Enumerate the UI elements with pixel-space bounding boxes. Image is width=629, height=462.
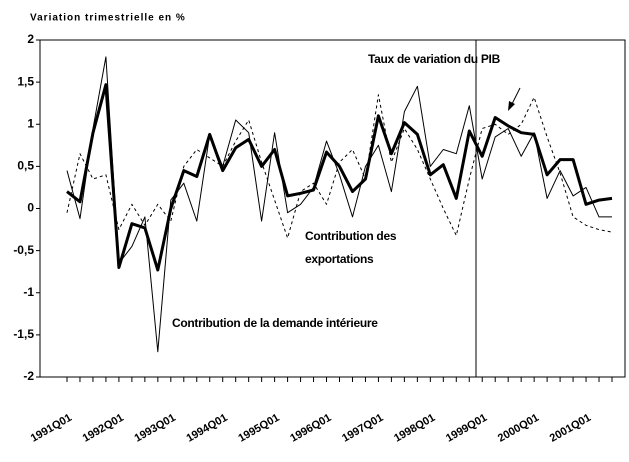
x-tick-label: 1995Q01: [236, 412, 281, 445]
x-tick-label: 1993Q01: [133, 412, 178, 445]
x-tick-label: 2000Q01: [496, 412, 541, 445]
y-tick-label: 2: [27, 32, 34, 46]
x-tick-label: 1991Q01: [29, 412, 74, 445]
y-tick-label: 1: [27, 116, 34, 130]
y-tick-label: 0,5: [17, 159, 34, 173]
y-axis-label: Variation trimestrielle en %: [30, 13, 186, 24]
y-tick-label: -1: [23, 285, 34, 299]
annotation: Contribution des exportations: [305, 229, 397, 266]
x-tick-label: 1997Q01: [340, 412, 385, 445]
series-line: [66, 94, 613, 239]
series-line: [66, 56, 612, 353]
x-tick-label: 1996Q01: [288, 412, 333, 445]
x-tick-label: 1998Q01: [392, 412, 437, 445]
x-tick-label: 1999Q01: [444, 412, 489, 445]
series-line: [66, 83, 613, 272]
x-tick-label: 2001Q01: [548, 412, 593, 445]
arrow-head: [508, 101, 515, 111]
annotation: Taux de variation du PIB: [368, 52, 500, 66]
x-tick-label: 1992Q01: [81, 412, 126, 445]
y-tick-label: 1,5: [17, 74, 34, 88]
y-tick-label: -2: [23, 369, 34, 383]
x-tick-label: 1994Q01: [184, 412, 229, 445]
y-tick-label: -0,5: [13, 243, 34, 257]
y-tick-label: 0: [27, 201, 34, 215]
y-tick-label: -1,5: [13, 327, 34, 341]
annotation: Contribution de la demande intérieure: [172, 316, 378, 330]
